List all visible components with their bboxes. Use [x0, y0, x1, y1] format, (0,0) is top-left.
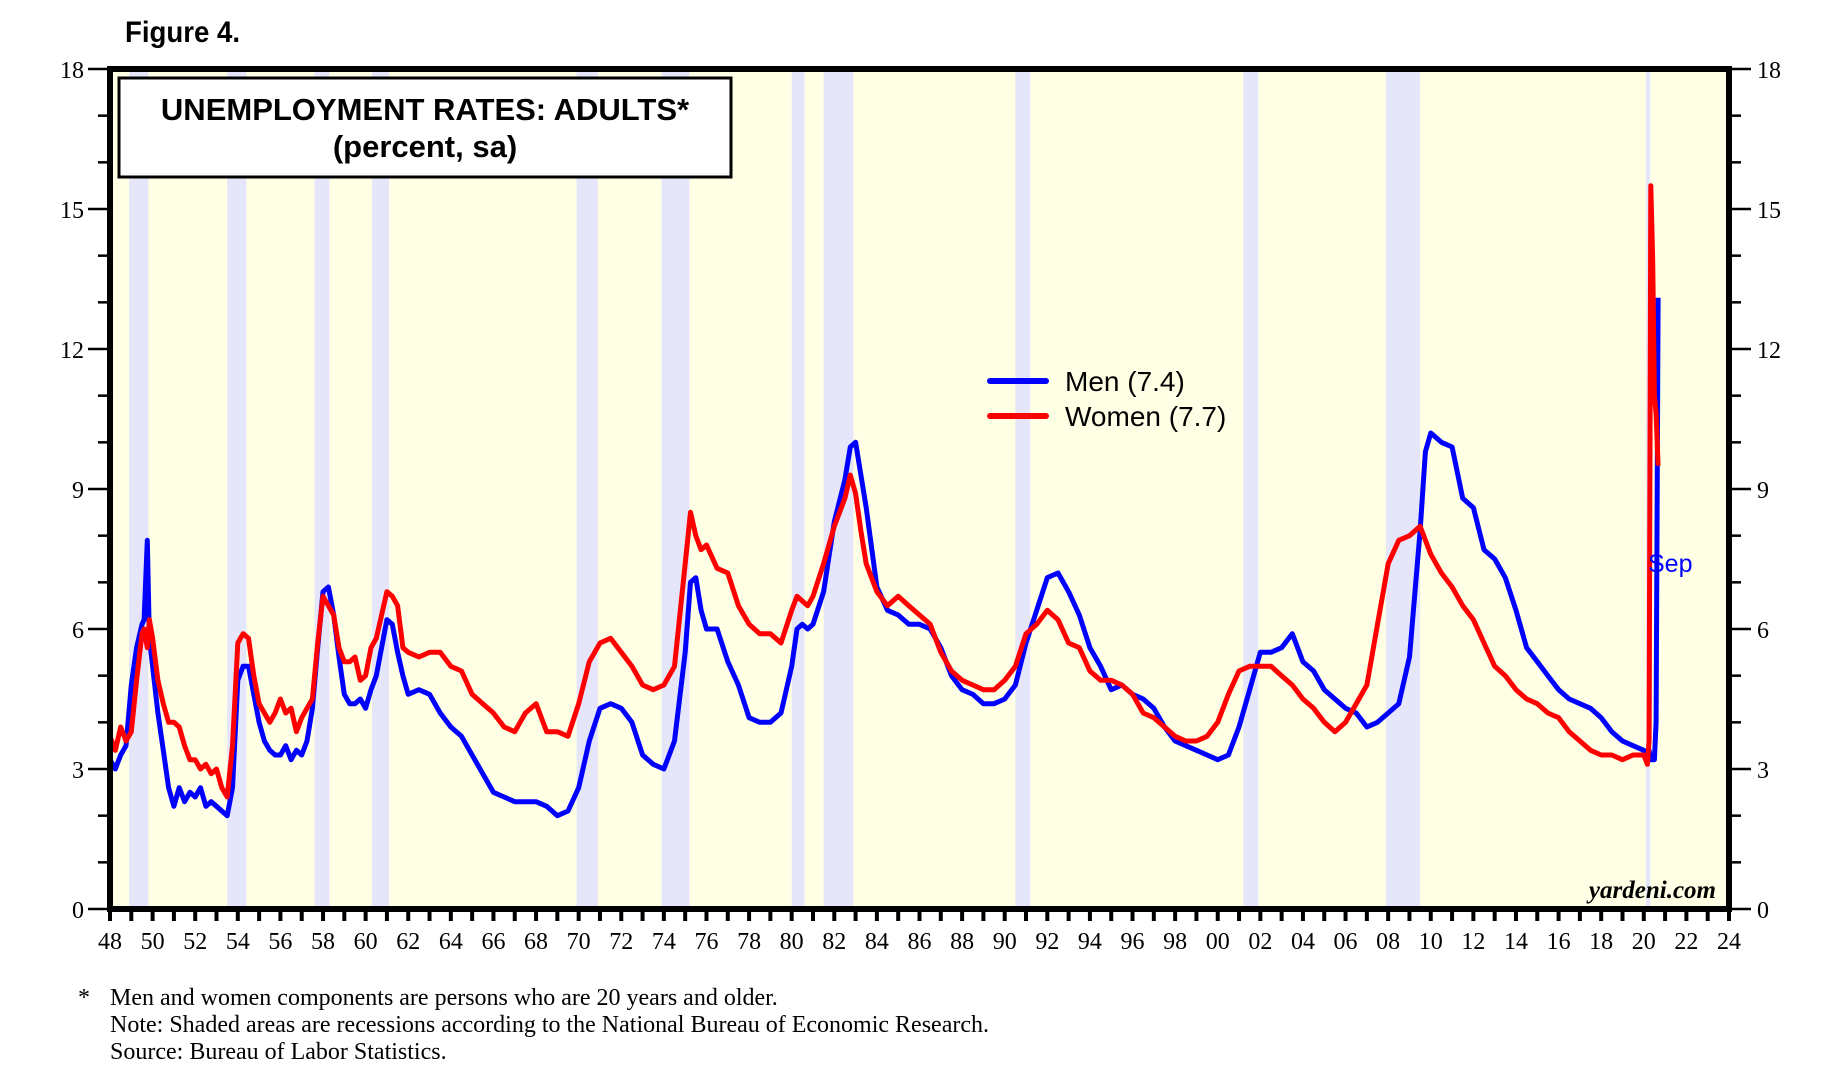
series-lines [107, 183, 1661, 819]
x-tick-label: 52 [183, 929, 207, 955]
legend-label-women: Women (7.7) [1065, 401, 1226, 432]
x-tick-label: 92 [1035, 929, 1059, 955]
recession-band [372, 69, 390, 909]
figure-label: Figure 4. [125, 16, 241, 49]
y-tick-label-right: 0 [1757, 898, 1769, 924]
y-tick-label-left: 9 [72, 478, 84, 504]
recession-band [661, 69, 690, 909]
x-tick-label: 56 [268, 929, 292, 955]
x-tick-label: 04 [1291, 929, 1315, 955]
x-tick-label: 62 [396, 929, 420, 955]
x-tick-label: 90 [993, 929, 1017, 955]
x-tick-label: 78 [737, 929, 761, 955]
x-tick-label: 82 [822, 929, 846, 955]
x-tick-label: 00 [1206, 929, 1230, 955]
footnote-row-2: Note: Shaded areas are recessions accord… [78, 1012, 989, 1039]
recession-band [129, 69, 149, 909]
x-tick-label: 94 [1078, 929, 1102, 955]
recession-band [791, 69, 805, 909]
x-tick-label: 88 [950, 929, 974, 955]
chart-title: UNEMPLOYMENT RATES: ADULTS* [161, 92, 690, 127]
x-tick-label: 76 [694, 929, 718, 955]
y-tick-label-right: 15 [1757, 198, 1781, 224]
footnotes: * Men and women components are persons w… [78, 985, 989, 1066]
x-tick-label: 02 [1248, 929, 1272, 955]
recession-band [314, 69, 330, 909]
x-tick-label: 50 [141, 929, 165, 955]
footnote-star: * [78, 985, 90, 1011]
x-tick-label: 24 [1717, 929, 1741, 955]
x-tick-label: 96 [1121, 929, 1145, 955]
recession-band [1015, 69, 1031, 909]
title-box-frame [117, 76, 733, 179]
y-tick-label-right: 6 [1757, 618, 1769, 644]
recession-band [1386, 69, 1421, 909]
y-tick-label-left: 12 [60, 338, 84, 364]
x-tick-label: 22 [1674, 929, 1698, 955]
end-annotation-sep: Sep [1648, 550, 1692, 578]
recession-bands [129, 69, 1651, 909]
x-tick-label: 10 [1419, 929, 1443, 955]
footnote-source: Source: Bureau of Labor Statistics. [110, 1039, 447, 1065]
recession-band [1243, 69, 1259, 909]
x-tick-label: 58 [311, 929, 335, 955]
x-tick-label: 80 [780, 929, 804, 955]
x-tick-label: 48 [98, 929, 122, 955]
x-tick-label: 60 [354, 929, 378, 955]
y-tick-label-right: 12 [1757, 338, 1781, 364]
y-tick-label-right: 9 [1757, 478, 1769, 504]
y-tick-label-left: 0 [72, 898, 84, 924]
x-tick-label: 14 [1504, 929, 1528, 955]
y-tick-label-left: 18 [60, 58, 84, 84]
plot-background [110, 69, 1729, 909]
x-tick-label: 08 [1376, 929, 1400, 955]
legend-label-men: Men (7.4) [1065, 366, 1185, 397]
series-line-men [107, 297, 1661, 819]
recession-band [227, 69, 247, 909]
title-box: UNEMPLOYMENT RATES: ADULTS* (percent, sa… [117, 76, 733, 179]
y-tick-label-left: 15 [60, 198, 84, 224]
y-tick-label-left: 3 [72, 758, 84, 784]
x-tick-label: 06 [1334, 929, 1358, 955]
x-tick-label: 74 [652, 929, 676, 955]
y-tick-label-left: 6 [72, 618, 84, 644]
footnote-definition: Men and women components are persons who… [110, 985, 778, 1011]
x-tick-label: 64 [439, 929, 463, 955]
y-tick-label-right: 18 [1757, 58, 1781, 84]
x-tick-label: 70 [567, 929, 591, 955]
x-tick-label: 84 [865, 929, 889, 955]
x-tick-label: 16 [1547, 929, 1571, 955]
chart-subtitle: (percent, sa) [333, 129, 517, 164]
brand-watermark: yardeni.com [1586, 877, 1716, 904]
x-tick-label: 98 [1163, 929, 1187, 955]
x-tick-label: 12 [1461, 929, 1485, 955]
x-tick-label: 54 [226, 929, 250, 955]
x-tick-label: 86 [908, 929, 932, 955]
footnote-row-1: * Men and women components are persons w… [78, 985, 989, 1012]
series-line-women [107, 183, 1661, 800]
x-tick-label: 68 [524, 929, 548, 955]
y-tick-label-right: 3 [1757, 758, 1769, 784]
footnote-row-3: Source: Bureau of Labor Statistics. [78, 1039, 989, 1066]
x-tick-label: 72 [609, 929, 633, 955]
x-tick-label: 20 [1632, 929, 1656, 955]
footnote-note: Note: Shaded areas are recessions accord… [110, 1012, 989, 1038]
x-tick-label: 18 [1589, 929, 1613, 955]
x-tick-label: 66 [481, 929, 505, 955]
legend: Men (7.4) Women (7.7) [987, 366, 1226, 432]
